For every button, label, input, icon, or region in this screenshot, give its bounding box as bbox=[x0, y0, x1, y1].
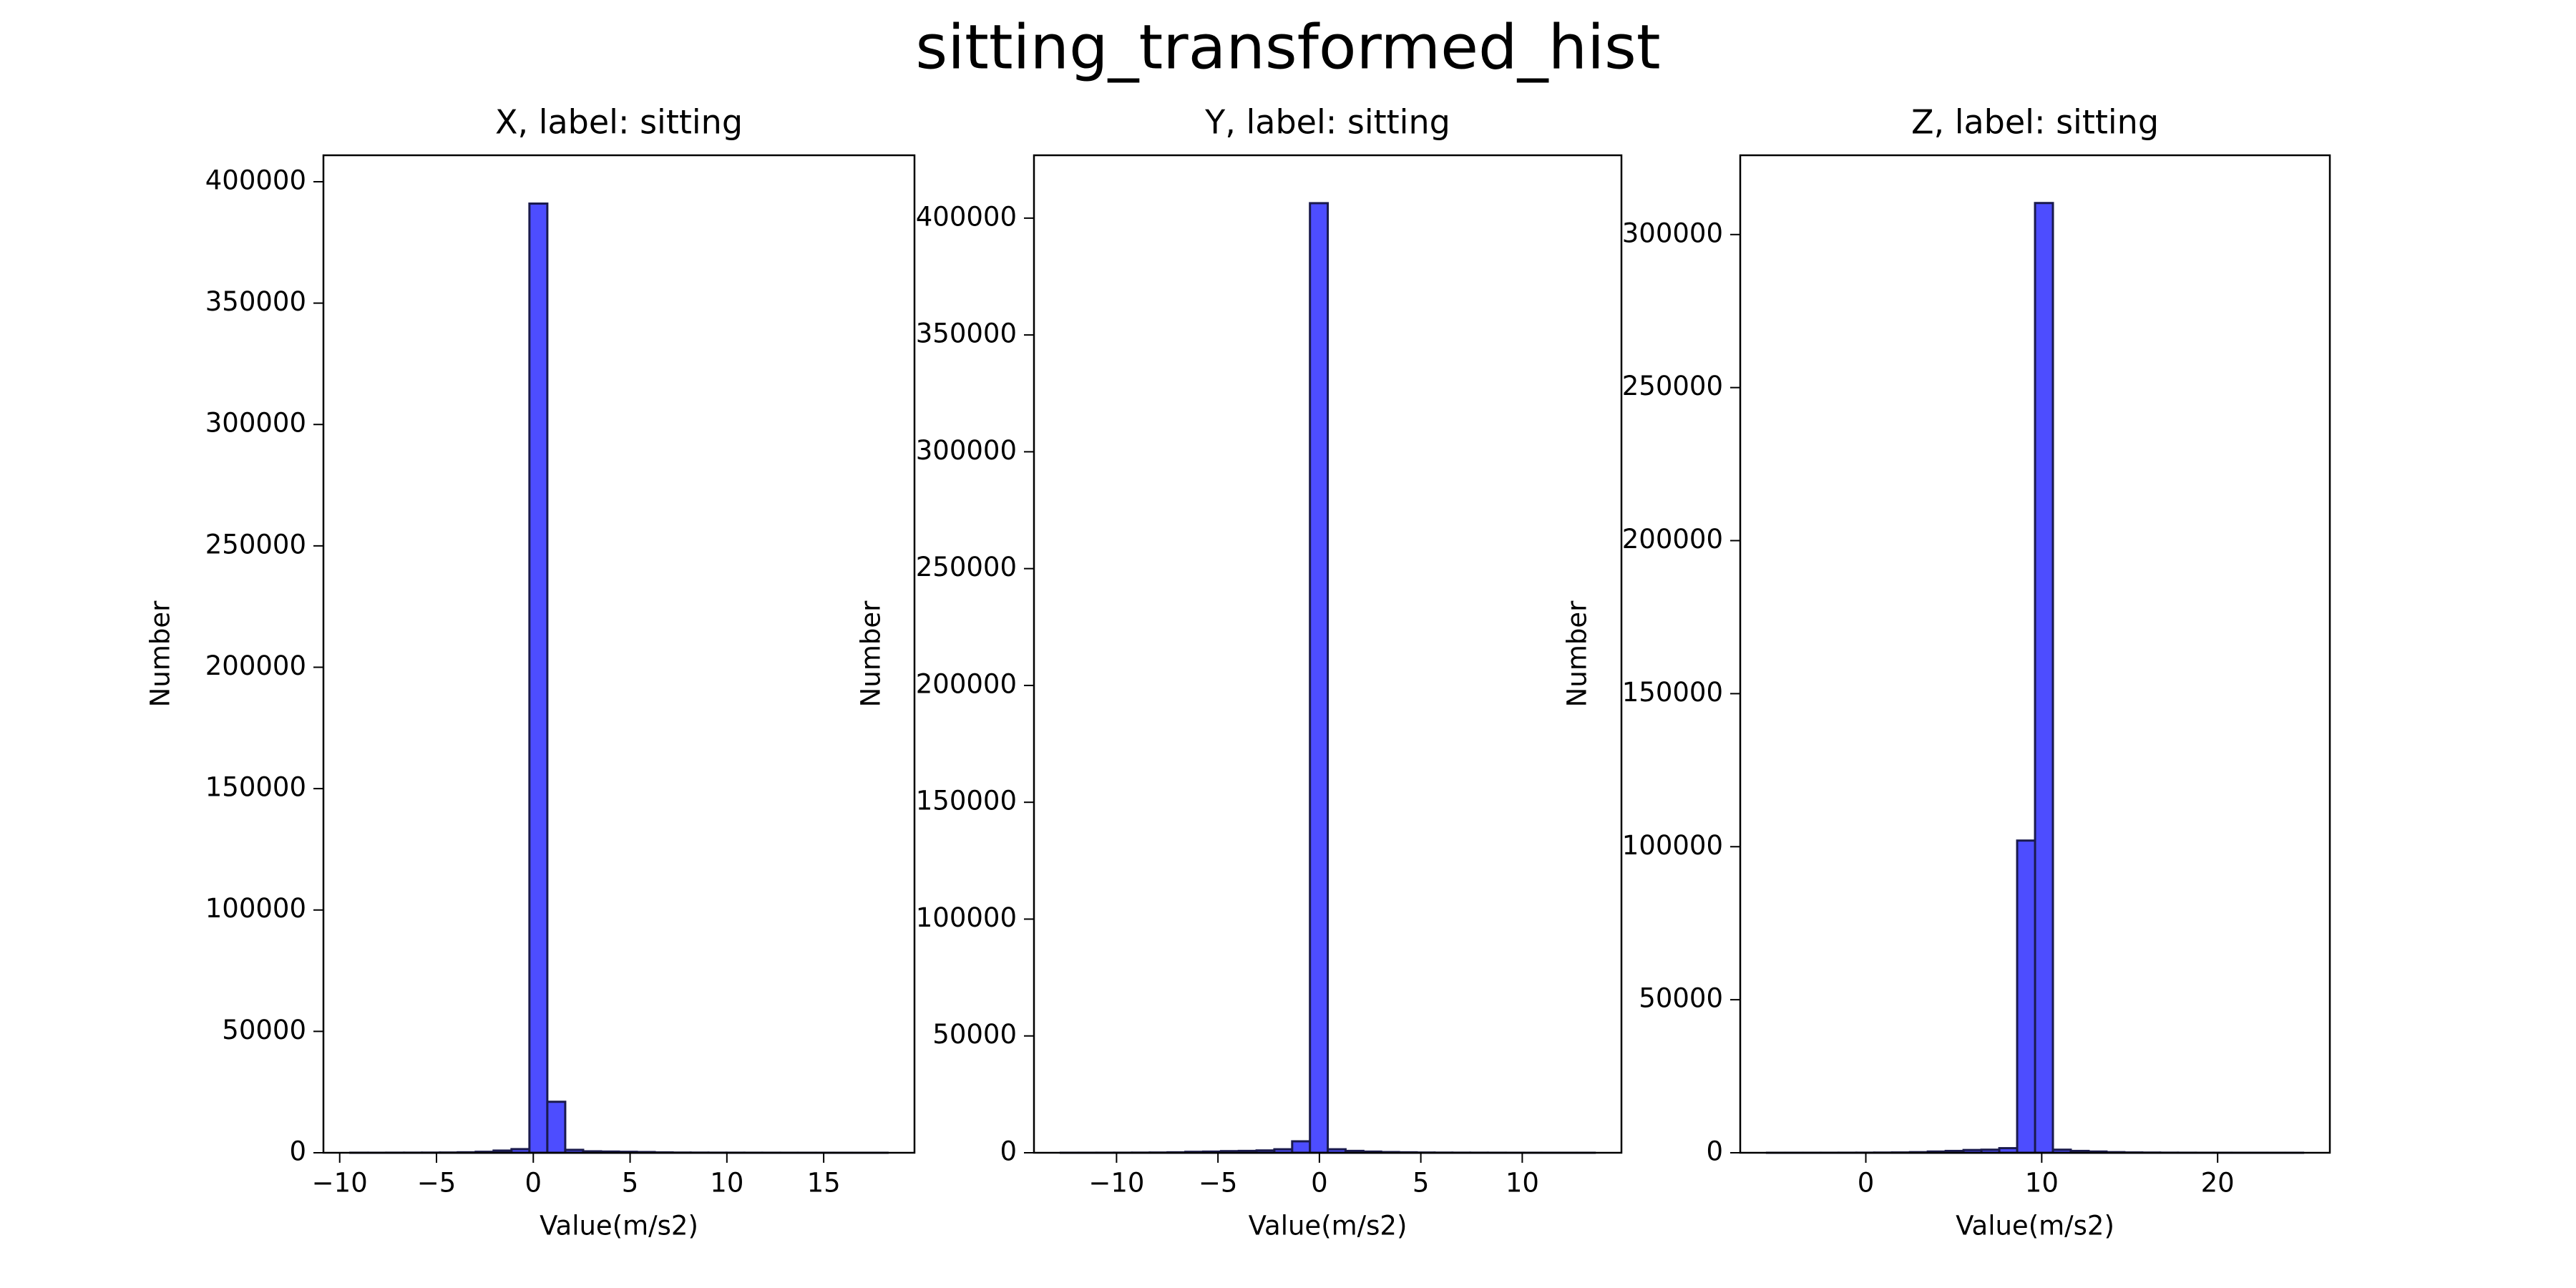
y-axis-label: Number bbox=[1562, 600, 1593, 707]
bar bbox=[528, 203, 549, 1154]
x-tick-label: −10 bbox=[312, 1168, 368, 1199]
y-tick-label: 0 bbox=[1000, 1136, 1017, 1167]
y-tick-label: 300000 bbox=[205, 408, 306, 439]
y-tick-label: 250000 bbox=[205, 529, 306, 560]
x-axis-label: Value(m/s2) bbox=[1249, 1211, 1407, 1241]
x-tick-label: 0 bbox=[1858, 1168, 1875, 1199]
x-axis-label: Value(m/s2) bbox=[1956, 1211, 2114, 1241]
x-tick-label: 10 bbox=[1506, 1168, 1539, 1199]
axes-frame bbox=[1739, 154, 2331, 1154]
bar bbox=[1291, 1140, 1312, 1154]
x-tick-label: −5 bbox=[417, 1168, 457, 1199]
bar bbox=[2034, 202, 2054, 1154]
bar bbox=[546, 1101, 567, 1154]
figure-title: sitting_transformed_hist bbox=[915, 11, 1660, 83]
x-tick-label: 15 bbox=[807, 1168, 841, 1199]
x-tick-label: 0 bbox=[1311, 1168, 1328, 1199]
x-tick-label: 10 bbox=[2025, 1168, 2059, 1199]
bar bbox=[1309, 202, 1330, 1154]
y-tick-label: 350000 bbox=[205, 286, 306, 317]
bar bbox=[2016, 839, 2036, 1154]
y-tick-label: 100000 bbox=[1622, 830, 1723, 861]
x-tick-label: 20 bbox=[2201, 1168, 2235, 1199]
axes-frame bbox=[322, 154, 916, 1154]
axes-title: Y, label: sitting bbox=[1204, 103, 1450, 142]
y-tick-label: 150000 bbox=[1622, 677, 1723, 708]
y-tick-label: 300000 bbox=[916, 435, 1017, 466]
y-tick-label: 150000 bbox=[205, 772, 306, 803]
y-tick-label: 200000 bbox=[916, 668, 1017, 699]
y-tick-label: 150000 bbox=[916, 786, 1017, 816]
x-tick-label: 5 bbox=[622, 1168, 639, 1199]
axes-frame bbox=[1033, 154, 1623, 1154]
y-tick-label: 0 bbox=[1706, 1136, 1723, 1167]
y-tick-label: 400000 bbox=[205, 165, 306, 195]
y-tick-label: 100000 bbox=[916, 902, 1017, 933]
y-tick-label: 50000 bbox=[1639, 983, 1723, 1014]
y-tick-label: 200000 bbox=[1622, 524, 1723, 555]
y-tick-label: 50000 bbox=[222, 1015, 306, 1045]
y-tick-label: 0 bbox=[289, 1136, 306, 1167]
y-tick-label: 50000 bbox=[932, 1019, 1017, 1050]
axes-title: Z, label: sitting bbox=[1911, 103, 2159, 142]
x-tick-label: 5 bbox=[1413, 1168, 1430, 1199]
axes-title: X, label: sitting bbox=[495, 103, 743, 142]
y-tick-label: 250000 bbox=[916, 552, 1017, 582]
x-axis-label: Value(m/s2) bbox=[540, 1211, 698, 1241]
x-tick-label: 0 bbox=[525, 1168, 542, 1199]
y-tick-label: 400000 bbox=[916, 201, 1017, 232]
y-tick-label: 250000 bbox=[1622, 371, 1723, 401]
x-tick-label: 10 bbox=[710, 1168, 743, 1199]
x-tick-label: −5 bbox=[1199, 1168, 1238, 1199]
x-tick-label: −10 bbox=[1088, 1168, 1144, 1199]
y-axis-label: Number bbox=[145, 600, 176, 707]
y-axis-label: Number bbox=[856, 600, 887, 707]
y-tick-label: 100000 bbox=[205, 893, 306, 924]
y-tick-label: 200000 bbox=[205, 650, 306, 681]
y-tick-label: 350000 bbox=[916, 318, 1017, 349]
y-tick-label: 300000 bbox=[1622, 218, 1723, 248]
